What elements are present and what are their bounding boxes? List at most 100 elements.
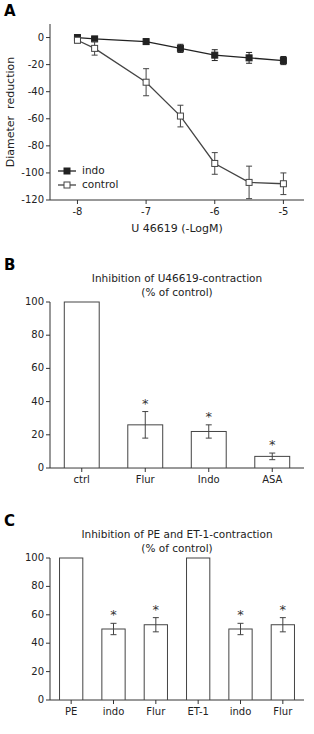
subtitle: (% of control)	[141, 286, 212, 298]
error-bar-cap	[142, 411, 148, 412]
error-bar	[212, 153, 218, 175]
error-bar-cap	[153, 631, 159, 632]
y-tick	[46, 145, 50, 146]
error-bar	[142, 412, 148, 439]
error-bar-cap	[246, 198, 252, 199]
legend-label: control	[82, 178, 118, 190]
y-tick-label: 20	[31, 429, 44, 440]
error-bar-cap	[280, 64, 286, 65]
y-tick	[46, 401, 50, 402]
panel-label: A	[4, 2, 16, 20]
error-bar-cap	[206, 438, 212, 439]
error-bar-cap	[92, 55, 98, 56]
y-tick-label: 100	[25, 296, 44, 307]
x-tick	[198, 700, 199, 704]
significance-mark: *	[206, 409, 213, 424]
x-tick	[155, 700, 156, 704]
error-bar-cap	[177, 105, 183, 106]
error-bar-stem	[272, 453, 273, 460]
error-bar	[280, 173, 286, 195]
y-tick	[46, 172, 50, 173]
error-bar-cap	[177, 52, 183, 53]
y-tick	[46, 614, 50, 615]
error-bar	[280, 56, 286, 64]
significance-mark: *	[142, 396, 149, 411]
error-bar	[177, 44, 183, 52]
error-bar	[246, 52, 252, 63]
bar	[271, 625, 294, 700]
panel-label: B	[4, 256, 15, 274]
y-tick	[46, 434, 50, 435]
error-bar-cap	[143, 68, 149, 69]
series-line	[77, 40, 283, 184]
legend-marker	[64, 168, 70, 174]
error-bar-cap	[280, 617, 286, 618]
x-axis-line	[50, 700, 304, 701]
plot-area	[74, 35, 286, 199]
error-bar-cap	[280, 631, 286, 632]
y-tick	[46, 558, 50, 559]
x-tick-label: -8	[72, 206, 82, 217]
x-tick	[283, 200, 284, 204]
x-tick	[272, 468, 273, 472]
error-bar-cap	[111, 623, 117, 624]
x-axis-line	[50, 200, 304, 201]
error-bar-cap	[177, 126, 183, 127]
error-bar-cap	[92, 41, 98, 42]
bar	[60, 558, 83, 700]
y-tick-label: 100	[25, 552, 44, 563]
x-tick-label: -6	[210, 206, 220, 217]
error-bar-cap	[280, 172, 286, 173]
plot-area	[60, 558, 295, 700]
x-tick-label: Flur	[273, 706, 293, 717]
significance-mark: *	[237, 607, 244, 622]
plot-area	[64, 302, 289, 468]
significance-mark: *	[153, 602, 160, 617]
y-axis-label: Diameter reduction	[4, 57, 17, 167]
error-bar-cap	[238, 623, 244, 624]
point	[280, 58, 286, 64]
x-tick-label: -7	[141, 206, 151, 217]
error-bar-stem	[240, 623, 241, 634]
error-bar-cap	[212, 174, 218, 175]
y-tick-label: 0	[38, 462, 44, 473]
x-tick-label: ASA	[262, 474, 282, 485]
y-tick-label: 0	[38, 32, 44, 43]
x-tick	[240, 700, 241, 704]
panel: A0-20-40-60-80-100-120-8-7-6-5U 46619 (-…	[4, 2, 304, 235]
error-bar-cap	[269, 453, 275, 454]
y-tick	[46, 700, 50, 701]
y-tick	[46, 91, 50, 92]
y-axis-line	[50, 24, 51, 200]
background	[0, 0, 314, 734]
error-bar	[143, 39, 149, 44]
x-tick-label: Indo	[198, 474, 220, 485]
x-axis-label: U 46619 (-LogM)	[131, 222, 223, 235]
error-bar	[92, 42, 98, 56]
x-tick	[77, 200, 78, 204]
legend-label: indo	[82, 164, 105, 176]
y-tick-label: -100	[21, 167, 44, 178]
x-tick-label: ctrl	[74, 474, 90, 485]
y-tick-label: 0	[38, 694, 44, 705]
x-tick-label: PE	[65, 706, 77, 717]
point	[280, 181, 286, 187]
error-bar-cap	[269, 459, 275, 460]
y-tick-label: -60	[28, 113, 44, 124]
x-tick	[214, 200, 215, 204]
significance-mark: *	[110, 607, 117, 622]
significance-mark: *	[280, 602, 287, 617]
bar	[64, 302, 99, 468]
y-tick	[46, 643, 50, 644]
y-tick	[46, 118, 50, 119]
bar	[102, 629, 125, 700]
legend-marker	[64, 182, 70, 188]
point	[177, 113, 183, 119]
y-tick	[46, 64, 50, 65]
point	[177, 45, 183, 51]
error-bar-stem	[113, 623, 114, 634]
y-axis-line	[50, 302, 51, 468]
y-tick	[46, 200, 50, 201]
error-bar	[269, 453, 275, 460]
y-tick-label: 60	[31, 609, 44, 620]
